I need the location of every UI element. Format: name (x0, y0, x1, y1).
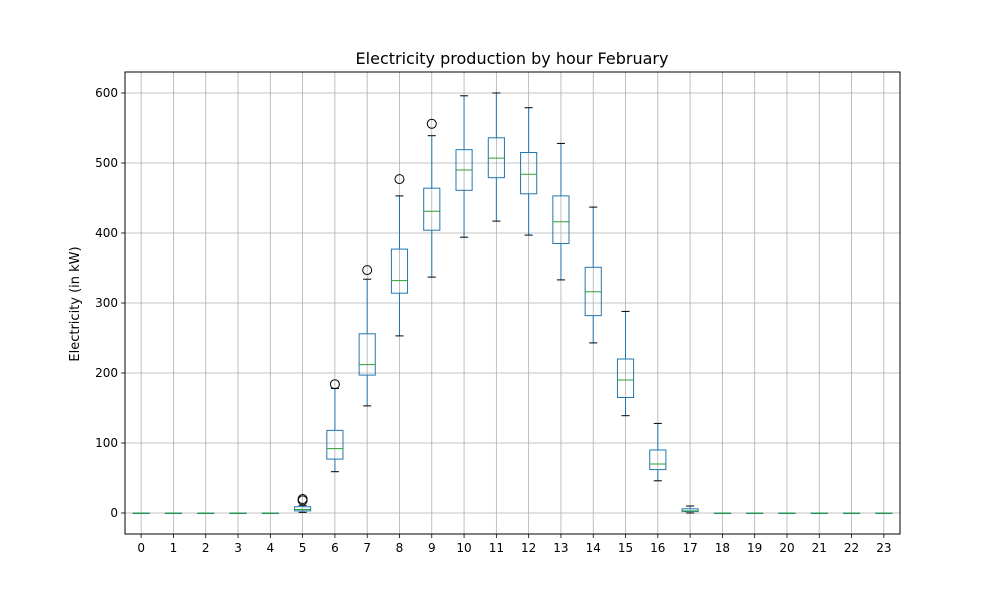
x-tick-label: 22 (844, 541, 859, 555)
x-tick-label: 3 (234, 541, 242, 555)
x-tick-label: 12 (521, 541, 536, 555)
iqr-box (552, 195, 570, 244)
box-hour-16 (649, 422, 667, 482)
box-hour-1 (164, 512, 183, 514)
x-tick-label: 5 (299, 541, 307, 555)
box-hour-18 (713, 512, 731, 514)
box-hour-13 (552, 142, 570, 281)
y-tick-label: 0 (110, 506, 118, 520)
x-tick-label: 1 (170, 541, 178, 555)
x-tick-label: 8 (396, 541, 404, 555)
y-tick-label: 100 (95, 436, 118, 450)
y-axis-label: Electricity (in kW) (68, 246, 83, 361)
outlier-point (394, 174, 405, 185)
y-tick-label: 400 (95, 226, 118, 240)
iqr-box (326, 429, 344, 460)
x-tick-label: 2 (202, 541, 210, 555)
box-hour-23 (875, 512, 893, 514)
box-hour-11 (487, 92, 505, 222)
box-hour-4 (261, 512, 279, 514)
box-hour-8 (390, 174, 409, 337)
y-tick-label: 500 (95, 156, 118, 170)
box-hour-20 (778, 512, 796, 514)
x-tick-label: 17 (682, 541, 697, 555)
x-tick-label: 4 (266, 541, 274, 555)
outlier-point (362, 265, 373, 276)
box-hour-17 (681, 505, 699, 514)
box-hour-15 (616, 310, 635, 417)
x-tick-label: 20 (779, 541, 794, 555)
y-tick-label: 300 (95, 296, 118, 310)
x-tick-label: 0 (137, 541, 145, 555)
x-tick-label: 15 (618, 541, 633, 555)
x-tick-label: 14 (586, 541, 601, 555)
box-hour-9 (423, 118, 441, 278)
box-hour-6 (326, 379, 344, 473)
iqr-box (616, 358, 635, 398)
x-tick-label: 11 (489, 541, 504, 555)
x-tick-label: 21 (812, 541, 827, 555)
x-tick-label: 10 (456, 541, 471, 555)
outlier-point (297, 494, 308, 504)
outlier-point (329, 379, 340, 390)
y-tick-label: 600 (95, 86, 118, 100)
x-tick-label: 23 (876, 541, 891, 555)
iqr-box (294, 506, 312, 512)
x-tick-label: 19 (747, 541, 762, 555)
box-hour-0 (132, 512, 150, 514)
iqr-box (520, 152, 538, 195)
x-tick-label: 6 (331, 541, 339, 555)
box-hour-7 (358, 265, 376, 407)
outlier-point (426, 118, 437, 129)
x-tick-label: 9 (428, 541, 436, 555)
box-hour-14 (584, 206, 602, 344)
grid-lines (125, 72, 900, 534)
x-tick-label: 16 (650, 541, 665, 555)
iqr-box (390, 248, 409, 294)
box-hour-10 (455, 95, 473, 238)
chart-title: Electricity production by hour February (356, 49, 669, 68)
box-hour-2 (197, 512, 215, 514)
box-series (132, 92, 893, 514)
iqr-box (423, 187, 441, 231)
box-hour-19 (746, 512, 764, 514)
box-hour-22 (842, 512, 861, 514)
box-hour-3 (229, 512, 247, 514)
y-tick-label: 200 (95, 366, 118, 380)
iqr-box (358, 333, 376, 376)
box-hour-21 (810, 512, 828, 514)
box-hour-5 (294, 494, 312, 513)
iqr-box (649, 449, 667, 471)
x-tick-label: 7 (363, 541, 371, 555)
box-hour-12 (520, 107, 538, 236)
x-tick-label: 18 (715, 541, 730, 555)
iqr-box (681, 508, 699, 513)
x-tick-label: 13 (553, 541, 568, 555)
